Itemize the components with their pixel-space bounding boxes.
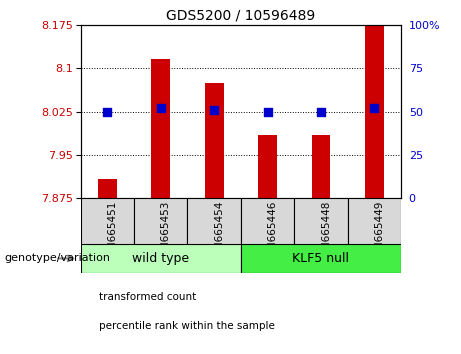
Text: wild type: wild type (132, 252, 189, 265)
Bar (241, 198, 294, 244)
Point (104, 109, 111, 114)
Bar (81, 198, 134, 244)
Point (211, 107, 218, 113)
Text: KLF5 null: KLF5 null (292, 252, 349, 265)
Text: GSM665451: GSM665451 (107, 200, 118, 264)
Bar (348, 198, 401, 244)
Title: GDS5200 / 10596489: GDS5200 / 10596489 (166, 8, 315, 22)
Bar (312, 135, 331, 198)
Bar (134, 198, 188, 244)
Bar (241, 244, 401, 273)
Text: GSM665449: GSM665449 (374, 200, 384, 264)
Point (371, 105, 378, 111)
Text: transformed count: transformed count (99, 292, 196, 302)
Text: GSM665454: GSM665454 (214, 200, 224, 264)
Text: percentile rank within the sample: percentile rank within the sample (99, 321, 275, 331)
Bar (205, 82, 224, 198)
Text: GSM665453: GSM665453 (161, 200, 171, 264)
Text: GSM665446: GSM665446 (267, 200, 278, 264)
Point (317, 109, 325, 114)
Point (264, 109, 271, 114)
Point (157, 105, 165, 111)
Bar (98, 179, 117, 198)
Text: genotype/variation: genotype/variation (5, 253, 111, 263)
Bar (151, 59, 170, 198)
Bar (188, 198, 241, 244)
Text: GSM665448: GSM665448 (321, 200, 331, 264)
Bar (365, 25, 384, 198)
Bar (81, 244, 241, 273)
Bar (258, 135, 277, 198)
Bar (294, 198, 348, 244)
